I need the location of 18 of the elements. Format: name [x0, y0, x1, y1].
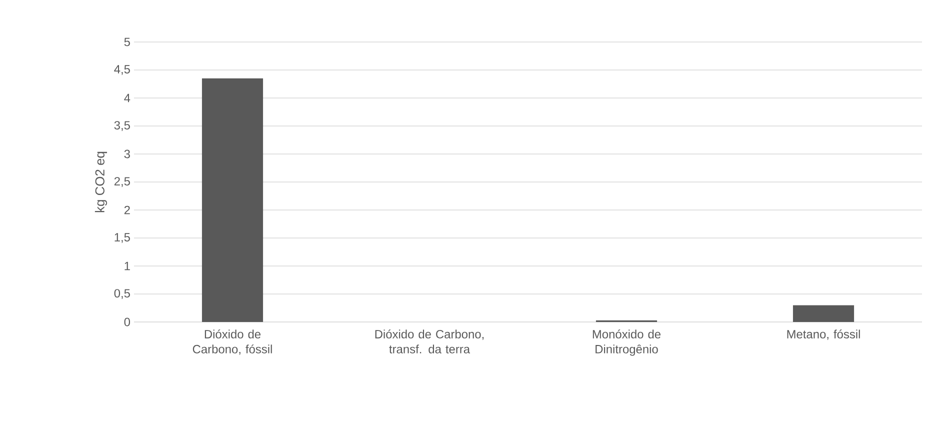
- y-tick-label: 0,5: [114, 289, 130, 299]
- y-tick-label: 4,5: [114, 65, 130, 75]
- y-tick-label: 0: [124, 318, 130, 326]
- y-tick-label: 1: [124, 262, 130, 270]
- y-tick-label: 5: [124, 38, 130, 46]
- y-tick-label: 2: [124, 206, 130, 214]
- x-tick-label: Dióxido de Carbono, fóssil: [192, 330, 272, 355]
- y-tick-label: 3: [124, 150, 130, 158]
- bar: [202, 78, 264, 322]
- y-tick-label: 3,5: [114, 121, 130, 131]
- x-tick-label: Monóxido de Dinitrogênio: [592, 330, 661, 356]
- x-tick-label: Metano, fóssil: [787, 330, 860, 340]
- y-tick-label: 2,5: [114, 177, 130, 187]
- y-tick-label: 1,5: [114, 233, 130, 243]
- y-tick-label: 4: [124, 94, 130, 102]
- bar: [792, 305, 854, 322]
- y-axis-title: kg CO2 eq: [94, 152, 108, 212]
- x-tick-label: Dióxido de Carbono, transf. da terra: [375, 330, 484, 354]
